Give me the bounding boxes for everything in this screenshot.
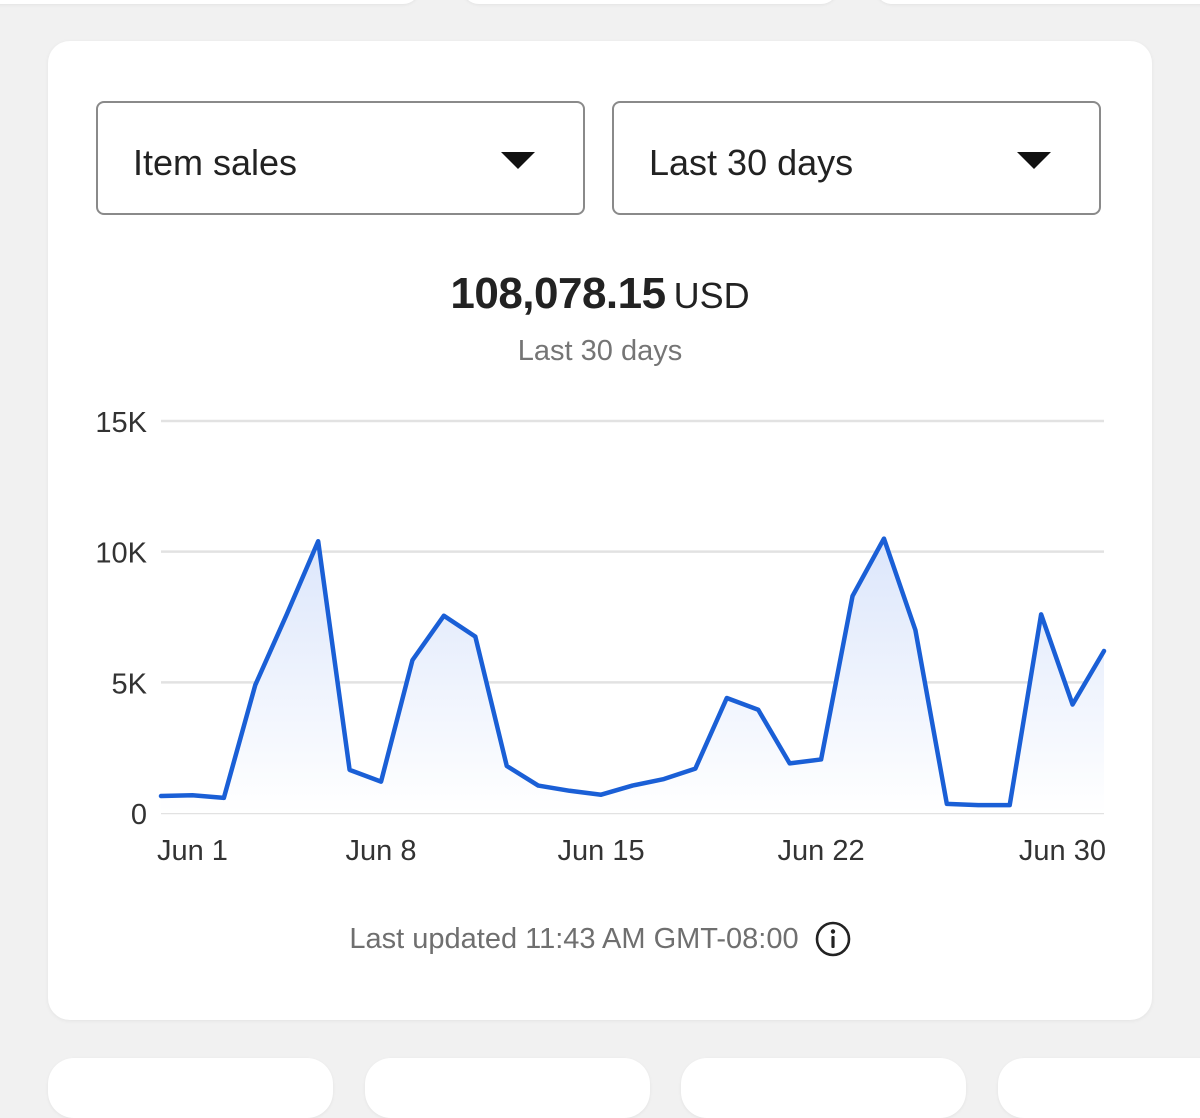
card-peek-bottom-2	[365, 1058, 650, 1118]
caret-down-icon	[501, 152, 535, 169]
x-tick-label: Jun 15	[558, 835, 645, 867]
y-tick-label: 10K	[95, 538, 147, 570]
card-peek-bottom-4	[998, 1058, 1200, 1118]
sales-card: Item sales Last 30 days 108,078.15 USD La…	[48, 41, 1152, 1020]
x-tick-label: Jun 8	[346, 835, 417, 867]
last-updated-row: Last updated 11:43 AM GMT-08:00	[48, 921, 1152, 957]
metric-select-label: Item sales	[133, 142, 298, 183]
x-tick-label: Jun 22	[778, 835, 865, 867]
y-tick-label: 15K	[95, 407, 147, 439]
sales-chart: 0 5K 10K 15K Jun 1 Jun 8 Jun 15 Jun 22 Jun 30	[95, 407, 1107, 867]
card-peek-bottom-1	[48, 1058, 333, 1118]
card-peek-top-2	[462, 0, 838, 4]
caret-down-icon	[1017, 152, 1051, 169]
total-currency: USD	[673, 275, 750, 316]
card-peek-bottom-3	[681, 1058, 966, 1118]
metric-select[interactable]: Item sales	[96, 101, 585, 215]
y-tick-label: 0	[131, 799, 147, 831]
sales-line	[158, 536, 1107, 808]
x-tick-label: Jun 1	[157, 835, 228, 867]
card-peek-top-1	[0, 0, 420, 4]
last-updated-text: Last updated 11:43 AM GMT-08:00	[349, 922, 799, 955]
card-peek-top-3	[875, 0, 1200, 4]
period-caption: Last 30 days	[517, 335, 683, 367]
period-select[interactable]: Last 30 days	[612, 101, 1101, 215]
x-tick-label: Jun 30	[1019, 835, 1106, 867]
y-tick-label: 5K	[112, 668, 148, 700]
period-select-label: Last 30 days	[649, 142, 854, 183]
info-icon[interactable]	[815, 921, 851, 957]
sales-total: 108,078.15 USD	[48, 269, 1152, 319]
sales-area	[161, 538, 1104, 813]
total-value: 108,078.15	[450, 269, 666, 318]
